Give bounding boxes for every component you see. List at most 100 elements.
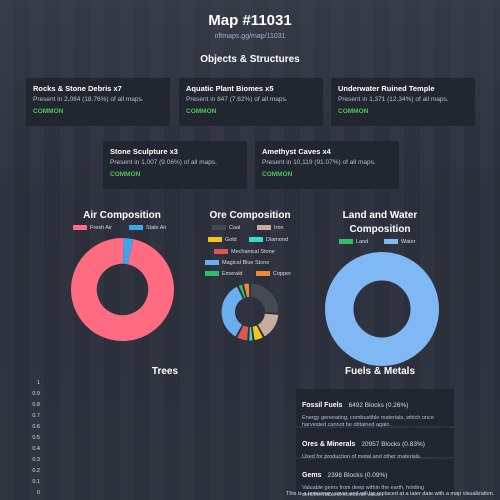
y-tick-label: 0.2 bbox=[32, 468, 40, 474]
donut-slice-mechanical-stone[interactable] bbox=[235, 324, 250, 341]
donut-slice-coal[interactable] bbox=[249, 283, 279, 314]
object-presence: Present in 2,084 (18.76%) of all maps. bbox=[33, 96, 144, 103]
legend-item-coal[interactable]: Coal bbox=[212, 225, 240, 231]
legend-item-land[interactable]: Land bbox=[339, 239, 368, 245]
legend-label: Mechanical Stone bbox=[231, 249, 275, 255]
legend-item-copper[interactable]: Copper bbox=[256, 271, 291, 277]
legend-item-fresh-air[interactable]: Fresh Air bbox=[73, 225, 112, 231]
y-tick-label: 0 bbox=[36, 490, 40, 496]
y-tick-label: 0.4 bbox=[32, 446, 40, 452]
donut-slice-magical-blue-stone[interactable] bbox=[221, 285, 245, 338]
fuel-name: Gems bbox=[302, 472, 322, 479]
y-tick-label: 0.8 bbox=[32, 402, 40, 408]
legend-swatch bbox=[208, 237, 222, 243]
legend-item-emerald[interactable]: Emerald bbox=[205, 271, 242, 277]
object-name: Aquatic Plant Biomes x5 bbox=[186, 84, 274, 93]
legend-swatch bbox=[205, 271, 219, 277]
donut-slice-emerald[interactable] bbox=[237, 283, 247, 300]
legend-item-magical-blue-stone[interactable]: Magical Blue Stone bbox=[205, 260, 269, 266]
map-link[interactable]: nftmaps.gg/map/11031 bbox=[214, 33, 286, 40]
legend-swatch bbox=[205, 260, 219, 266]
legend-item-water[interactable]: Water bbox=[384, 239, 415, 245]
legend-swatch bbox=[384, 239, 398, 245]
legend-item-diamond[interactable]: Diamond bbox=[249, 237, 288, 243]
y-tick-label: 0.6 bbox=[32, 424, 40, 430]
legend-swatch bbox=[214, 249, 228, 255]
legend-swatch bbox=[256, 271, 270, 277]
fuels-heading: Fuels & Metals bbox=[344, 366, 416, 377]
legend-swatch bbox=[249, 237, 263, 243]
legend-swatch bbox=[212, 225, 226, 231]
fuel-description: Used for production of metal and other m… bbox=[302, 454, 422, 460]
object-card: Aquatic Plant Biomes x5 Present in 847 (… bbox=[179, 78, 323, 126]
fuel-name: Fossil Fuels bbox=[302, 402, 343, 409]
fuel-value: 6492 Blocks (0.26%) bbox=[348, 402, 409, 409]
fuel-card: Fossil Fuels 6492 Blocks (0.26%) Energy g… bbox=[296, 389, 454, 428]
legend-label: Diamond bbox=[266, 237, 289, 243]
fuel-description: Energy generating, combustible materials… bbox=[302, 415, 434, 428]
donut-slice-stale-air[interactable] bbox=[123, 238, 134, 265]
legend-label: Iron bbox=[274, 225, 284, 231]
legend-label: Emerald bbox=[222, 271, 243, 277]
rarity-badge: COMMON bbox=[186, 108, 217, 115]
legend-label: Gold bbox=[225, 237, 237, 243]
landwater-heading-line2: Composition bbox=[349, 224, 411, 235]
legend-swatch bbox=[257, 225, 271, 231]
legend-item-mechanical-stone[interactable]: Mechanical Stone bbox=[214, 249, 275, 255]
footer-note: This is a temporary cover and will be re… bbox=[286, 491, 495, 497]
air-heading: Air Composition bbox=[83, 210, 161, 221]
trees-heading: Trees bbox=[151, 366, 179, 377]
landwater-legend: Land Water bbox=[0, 239, 500, 249]
donut-slice-iron[interactable] bbox=[256, 312, 279, 338]
donut-slice-copper[interactable] bbox=[242, 283, 251, 299]
rarity-badge: COMMON bbox=[33, 108, 64, 115]
y-tick-label: 0.3 bbox=[32, 457, 40, 463]
object-name: Stone Sculpture x3 bbox=[110, 147, 178, 156]
object-presence: Present in 1,007 (9.06%) of all maps. bbox=[110, 159, 217, 166]
legend-label: Coal bbox=[229, 225, 241, 231]
rarity-badge: COMMON bbox=[110, 171, 141, 178]
fuel-value: 2398 Blocks (0.09%) bbox=[327, 472, 388, 479]
air-legend: Fresh Air Stale Air bbox=[0, 225, 500, 235]
object-name: Rocks & Stone Debris x7 bbox=[33, 84, 122, 93]
y-tick-label: 0.9 bbox=[32, 391, 40, 397]
trees-y-axis: 1 0.9 0.8 0.7 0.6 0.5 0.4 0.3 0.2 0.1 0 bbox=[20, 380, 60, 498]
donut-slice-fresh-air[interactable] bbox=[71, 238, 174, 341]
land-water-composition-donut[interactable] bbox=[325, 252, 439, 366]
legend-item-gold[interactable]: Gold bbox=[208, 237, 237, 243]
object-name: Amethyst Caves x4 bbox=[262, 147, 331, 156]
legend-swatch bbox=[129, 225, 143, 231]
donut-slice-water[interactable] bbox=[325, 252, 439, 366]
legend-label: Stale Air bbox=[146, 225, 167, 231]
ore-composition-donut[interactable] bbox=[221, 283, 279, 341]
object-card: Stone Sculpture x3 Present in 1,007 (9.0… bbox=[103, 141, 247, 189]
object-card: Amethyst Caves x4 Present in 10,119 (91.… bbox=[255, 141, 399, 189]
legend-label: Copper bbox=[273, 271, 292, 277]
legend-label: Land bbox=[356, 239, 369, 245]
objects-heading: Objects & Structures bbox=[200, 54, 300, 65]
air-composition-donut[interactable] bbox=[71, 238, 174, 341]
page-title: Map #11031 bbox=[208, 12, 292, 29]
object-name: Underwater Ruined Temple bbox=[338, 84, 435, 93]
y-tick-label: 0.5 bbox=[32, 435, 40, 441]
legend-item-iron[interactable]: Iron bbox=[257, 225, 283, 231]
landwater-heading-line1: Land and Water bbox=[342, 210, 418, 221]
legend-swatch bbox=[73, 225, 87, 231]
fuel-description: Valuable gems from deep within the earth… bbox=[302, 485, 424, 498]
y-tick-label: 1 bbox=[36, 380, 40, 386]
ore-heading: Ore Composition bbox=[209, 210, 291, 221]
donut-slice-gold[interactable] bbox=[251, 324, 265, 341]
legend-label: Magical Blue Stone bbox=[222, 260, 270, 266]
object-card: Rocks & Stone Debris x7 Present in 2,084… bbox=[26, 78, 170, 126]
rarity-badge: COMMON bbox=[262, 171, 293, 178]
legend-item-stale-air[interactable]: Stale Air bbox=[129, 225, 166, 231]
y-tick-label: 0.1 bbox=[32, 479, 40, 485]
fuel-card: Gems 2398 Blocks (0.09%) Valuable gems fr… bbox=[296, 459, 454, 498]
object-presence: Present in 1,371 (12.34%) of all maps. bbox=[338, 96, 449, 103]
fuel-card: Ores & Minerals 20957 Blocks (0.83%) Used… bbox=[296, 428, 454, 460]
fuel-name: Ores & Minerals bbox=[302, 441, 356, 448]
y-tick-label: 0.7 bbox=[32, 413, 40, 419]
donut-slice-diamond[interactable] bbox=[248, 325, 254, 341]
legend-swatch bbox=[339, 239, 353, 245]
object-presence: Present in 10,119 (91.07%) of all maps. bbox=[262, 159, 376, 166]
